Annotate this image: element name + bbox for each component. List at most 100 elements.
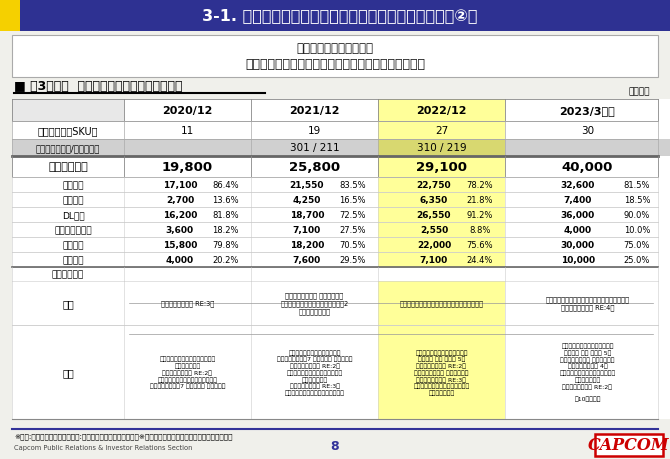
Text: 22,750: 22,750 <box>417 180 451 190</box>
Bar <box>378 281 505 325</box>
Bar <box>12 325 124 419</box>
Text: 75.6%: 75.6% <box>466 241 493 249</box>
Bar <box>124 122 251 140</box>
Text: 積極的な価格施策を実施: 積極的な価格施策を実施 <box>297 42 373 56</box>
Text: 2,700: 2,700 <box>165 196 194 205</box>
Text: 79.8%: 79.8% <box>212 241 239 249</box>
Text: 17,100: 17,100 <box>163 180 197 190</box>
Text: 16,200: 16,200 <box>163 211 197 219</box>
Bar <box>378 140 505 157</box>
Text: 18.5%: 18.5% <box>624 196 651 205</box>
Text: 15,800: 15,800 <box>163 241 197 249</box>
Text: 25.0%: 25.0% <box>624 256 650 264</box>
Text: 3,600: 3,600 <box>165 225 194 235</box>
Text: 72.5%: 72.5% <box>339 211 366 219</box>
Text: 『バイオハザード ヴィレッジ』
『モンスターハンタースト－リーズ2
　～破滅の翼～』: 『バイオハザード ヴィレッジ』 『モンスターハンタースト－リーズ2 ～破滅の翼～… <box>280 292 348 315</box>
Bar <box>251 268 378 281</box>
Bar <box>505 281 670 325</box>
Text: 19: 19 <box>308 126 321 136</box>
Bar <box>505 325 670 419</box>
Text: 『モンスターハンターライズ：サンブレイク』: 『モンスターハンターライズ：サンブレイク』 <box>399 300 484 307</box>
Text: 7,100: 7,100 <box>293 225 321 235</box>
Text: 『モンスターハンターライズ：サンブレイク』
『バイオハザード RE:4』: 『モンスターハンターライズ：サンブレイク』 『バイオハザード RE:4』 <box>545 296 630 311</box>
Bar <box>251 100 378 122</box>
Bar <box>12 157 124 178</box>
Bar <box>378 122 505 140</box>
Bar <box>251 237 378 252</box>
Text: 30,000: 30,000 <box>561 241 595 249</box>
Text: 国内本数: 国内本数 <box>62 196 84 205</box>
Text: 27.5%: 27.5% <box>339 225 366 235</box>
Text: 海外本数: 海外本数 <box>62 180 84 190</box>
Bar <box>378 193 505 207</box>
Text: Capcom Public Relations & Investor Relations Section: Capcom Public Relations & Investor Relat… <box>14 444 192 450</box>
Text: 2021/12: 2021/12 <box>289 106 340 116</box>
Bar <box>251 122 378 140</box>
Bar <box>124 140 251 157</box>
Bar <box>251 157 378 178</box>
Text: 『モンスターハンターライズ』
『バイオハザード7 レジデント イービル』
『バイオハザード RE:2』
『モンスターハンターワールド：
アイスボーン』
『バイオ: 『モンスターハンターライズ』 『バイオハザード7 レジデント イービル』 『バイ… <box>277 349 352 395</box>
Text: 11: 11 <box>181 126 194 136</box>
Text: 『モンスターハンターライズ』
『デビル メイ クライ 5』
『バイオハザード ヴィレッジ』
『バイオハザード 4』
『モンスターハンターワールド：
アイスボーン: 『モンスターハンターライズ』 『デビル メイ クライ 5』 『バイオハザード ヴ… <box>559 343 616 402</box>
Bar <box>505 193 670 207</box>
Text: 75.0%: 75.0% <box>624 241 651 249</box>
Bar <box>12 122 124 140</box>
Text: 『バイオハザード RE:3』: 『バイオハザード RE:3』 <box>161 300 214 307</box>
Bar <box>505 178 670 193</box>
Text: 27: 27 <box>435 126 448 136</box>
Text: （千本）: （千本） <box>628 87 650 96</box>
Bar <box>12 207 124 223</box>
Bar <box>0 0 20 32</box>
Text: 22,000: 22,000 <box>417 241 451 249</box>
Bar <box>378 223 505 237</box>
Bar <box>124 100 251 122</box>
Bar <box>12 140 124 157</box>
Text: 16.5%: 16.5% <box>339 196 366 205</box>
Text: 2023/3計画: 2023/3計画 <box>559 106 615 116</box>
Bar <box>378 252 505 268</box>
Text: 21.8%: 21.8% <box>466 196 493 205</box>
Text: 2022/12: 2022/12 <box>416 106 467 116</box>
Text: 301 / 211: 301 / 211 <box>289 143 339 153</box>
Text: 『モンスターハンターワールド：
アイスボーン』
『バイオハザード RE:2』
『モンスターハンター：ワールド』
『バイオハザード7 レジデント イービル』: 『モンスターハンターワールド： アイスボーン』 『バイオハザード RE:2』 『… <box>150 356 225 388</box>
Text: 19,800: 19,800 <box>162 161 213 174</box>
Bar <box>124 193 251 207</box>
Bar <box>124 325 251 419</box>
Text: 2,550: 2,550 <box>419 225 448 235</box>
Bar <box>12 281 124 325</box>
Bar <box>378 207 505 223</box>
Text: 新作: 新作 <box>62 298 74 308</box>
Text: 70.5%: 70.5% <box>339 241 366 249</box>
Text: デジタル・旧作の伸長を主因として、販売本数は増加: デジタル・旧作の伸長を主因として、販売本数は増加 <box>245 58 425 71</box>
Bar <box>251 325 378 419</box>
Text: 18,700: 18,700 <box>289 211 324 219</box>
Text: 6,350: 6,350 <box>419 196 448 205</box>
Text: 24.4%: 24.4% <box>466 256 493 264</box>
Text: 8.8%: 8.8% <box>469 225 490 235</box>
Bar <box>378 157 505 178</box>
Bar <box>505 252 670 268</box>
Bar <box>251 178 378 193</box>
Text: 2020/12: 2020/12 <box>162 106 212 116</box>
Bar <box>378 325 505 419</box>
Text: 91.2%: 91.2% <box>466 211 493 219</box>
Text: 13.6%: 13.6% <box>212 196 239 205</box>
Bar <box>505 207 670 223</box>
Text: 32,600: 32,600 <box>560 180 595 190</box>
Bar <box>378 237 505 252</box>
Text: 18,200: 18,200 <box>289 241 324 249</box>
Text: 8: 8 <box>331 440 339 453</box>
Bar <box>12 268 124 281</box>
Text: 10,000: 10,000 <box>561 256 595 264</box>
Text: パッケージ本数: パッケージ本数 <box>54 225 92 235</box>
Text: 4,250: 4,250 <box>293 196 321 205</box>
Text: 29,100: 29,100 <box>416 161 467 174</box>
Bar <box>378 268 505 281</box>
Bar <box>12 36 658 78</box>
Bar <box>124 207 251 223</box>
Text: 26,550: 26,550 <box>417 211 451 219</box>
Bar <box>251 223 378 237</box>
Text: 83.5%: 83.5% <box>339 180 366 190</box>
Bar <box>251 252 378 268</box>
Bar <box>124 237 251 252</box>
